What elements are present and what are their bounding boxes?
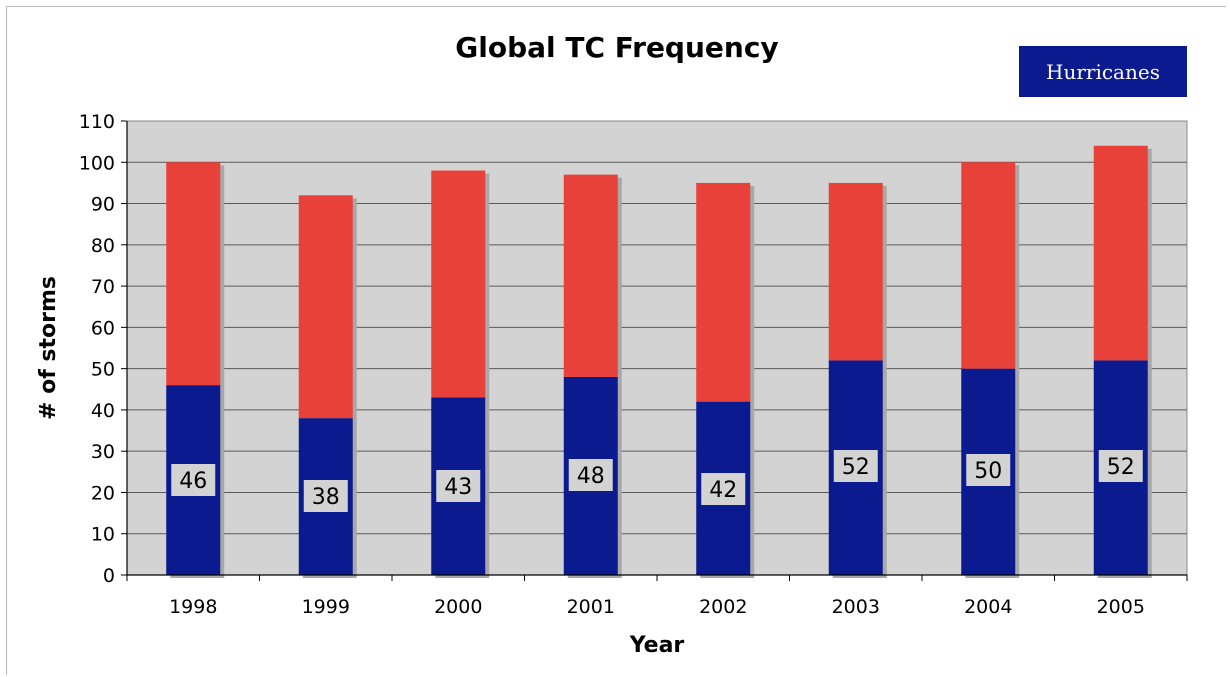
x-tick-label-2001: 2001 bbox=[567, 596, 615, 618]
y-tick-label: 20 bbox=[91, 482, 115, 504]
bar-segment-2002-1 bbox=[696, 182, 751, 402]
x-tick-label-2000: 2000 bbox=[434, 596, 482, 618]
bar-segment-2005-1 bbox=[1093, 145, 1148, 361]
y-tick-label: 100 bbox=[79, 152, 115, 174]
plot-area bbox=[127, 121, 1187, 575]
y-tick-label: 0 bbox=[103, 565, 115, 587]
data-label-2000: 43 bbox=[444, 475, 472, 500]
y-tick-label: 90 bbox=[91, 194, 115, 216]
x-tick-label-2003: 2003 bbox=[832, 596, 880, 618]
bar-segment-2001-1 bbox=[563, 174, 618, 377]
x-tick-label-2002: 2002 bbox=[699, 596, 747, 618]
bar-segment-2003-1 bbox=[828, 182, 883, 361]
bar-segment-1999-1 bbox=[298, 195, 353, 419]
data-label-2005: 52 bbox=[1107, 455, 1135, 480]
bar-segment-1998-1 bbox=[166, 162, 221, 386]
x-axis-title: Year bbox=[629, 633, 685, 658]
data-label-2003: 52 bbox=[842, 455, 870, 480]
data-label-2001: 48 bbox=[577, 464, 605, 489]
data-label-1999: 38 bbox=[312, 485, 340, 510]
data-label-box bbox=[701, 473, 746, 505]
y-tick-label: 70 bbox=[91, 276, 115, 298]
chart-title: Global TC Frequency bbox=[455, 31, 778, 64]
x-tick-label-1999: 1999 bbox=[302, 596, 350, 618]
y-tick-label: 80 bbox=[91, 235, 115, 257]
data-label-box bbox=[171, 464, 216, 496]
y-tick-label: 60 bbox=[91, 317, 115, 339]
axes bbox=[121, 120, 1188, 581]
data-label-2002: 42 bbox=[709, 478, 737, 503]
data-labels: 46 38 43 48 42 52 50 52 bbox=[171, 450, 1143, 512]
x-tick-label-2005: 2005 bbox=[1097, 596, 1145, 618]
data-label-1998: 46 bbox=[179, 469, 207, 494]
y-tick-label: 50 bbox=[91, 359, 115, 381]
bars bbox=[166, 145, 1152, 578]
bar-segment-2004-1 bbox=[961, 162, 1016, 369]
data-label-2004: 50 bbox=[974, 459, 1002, 484]
legend: Hurricanes bbox=[1019, 46, 1187, 97]
y-axis-title: # of storms bbox=[36, 276, 61, 420]
x-tick-label-1998: 1998 bbox=[169, 596, 217, 618]
y-tick-label: 110 bbox=[79, 111, 115, 133]
data-label-box bbox=[1098, 450, 1143, 482]
data-label-box bbox=[303, 480, 348, 512]
x-tick-labels: 1998 1999 2000 2001 2002 2003 2004 2005 bbox=[169, 596, 1145, 618]
y-tick-label: 40 bbox=[91, 400, 115, 422]
legend-box bbox=[1019, 46, 1187, 97]
bar-segment-2000-1 bbox=[431, 170, 486, 398]
data-label-box bbox=[833, 450, 878, 482]
y-tick-label: 30 bbox=[91, 441, 115, 463]
y-tick-labels: 0 10 20 30 40 50 60 70 80 90 100 110 bbox=[79, 111, 115, 587]
data-label-box bbox=[436, 470, 481, 502]
data-label-box bbox=[568, 459, 613, 491]
y-tick-label: 10 bbox=[91, 524, 115, 546]
chart-frame bbox=[6, 6, 1226, 675]
data-label-box bbox=[966, 454, 1011, 486]
x-tick-label-2004: 2004 bbox=[964, 596, 1012, 618]
legend-label-hurricanes: Hurricanes bbox=[1046, 60, 1160, 84]
